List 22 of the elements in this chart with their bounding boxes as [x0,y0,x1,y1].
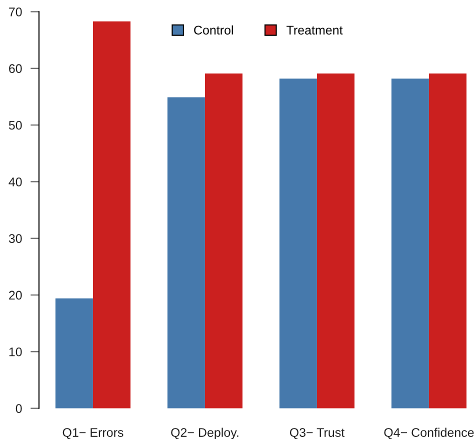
x-tick-label: Q4− Confidence [384,428,474,439]
x-tick-label: Q2− Deploy. [171,428,238,439]
bar [279,78,317,408]
x-tick-label: Q1− Errors [62,428,124,439]
y-tick-label: 40 [8,177,22,186]
bar [167,97,205,408]
bar [55,298,93,408]
y-tick-label: 20 [9,290,22,300]
x-tick-label: Q3− Trust [290,428,344,439]
y-tick-label: 60 [9,64,22,74]
bar [428,73,466,408]
bar [316,73,354,408]
y-tick-label: 0 [16,404,22,413]
y-tick-label: 10 [9,347,22,356]
y-tick-label: 70 [9,8,22,16]
y-tick-label: 30 [8,234,22,243]
bar [204,73,242,408]
y-tick-label: 50 [8,120,22,130]
legend-label: Treatment [286,26,343,35]
bar [391,78,429,408]
bar [92,21,130,408]
legend-label: Control [194,25,233,35]
